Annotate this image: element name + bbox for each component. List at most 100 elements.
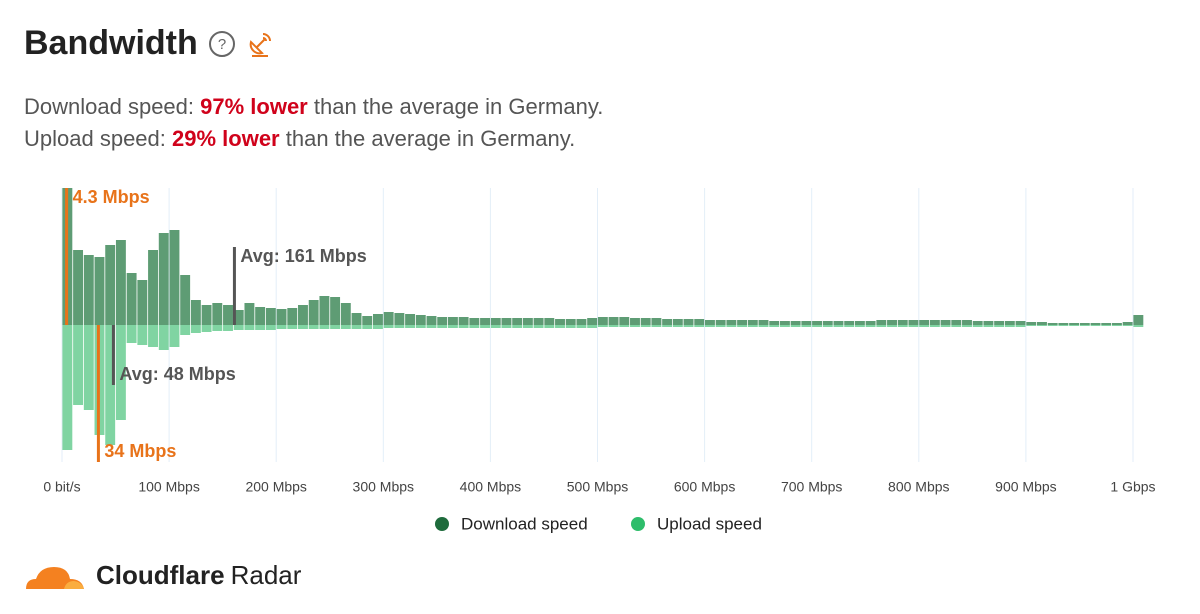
bar [608, 325, 619, 327]
bar [587, 325, 598, 328]
bar [994, 325, 1005, 327]
bar [148, 325, 158, 347]
bar [308, 325, 319, 329]
bar [1058, 325, 1069, 326]
bar [415, 325, 426, 328]
x-tick-label: 600 Mbps [674, 479, 735, 495]
bar [651, 325, 662, 327]
satellite-icon[interactable] [246, 30, 274, 58]
bar [619, 325, 630, 327]
bar [694, 325, 705, 327]
bar [1047, 323, 1058, 325]
bar [1047, 325, 1058, 326]
bar [854, 325, 865, 327]
bar [469, 318, 480, 325]
bar [919, 320, 930, 325]
bar [244, 303, 255, 325]
bar [726, 325, 737, 327]
bar [105, 245, 116, 325]
bar [619, 317, 630, 325]
bar [662, 319, 673, 325]
bar [319, 325, 330, 329]
bar [265, 308, 276, 325]
bar [73, 325, 84, 405]
bar [983, 321, 994, 325]
bar [747, 325, 758, 327]
bar [501, 325, 512, 328]
bar [62, 325, 73, 450]
bar [340, 303, 351, 325]
label: Download speed: [24, 94, 195, 119]
bar [983, 325, 994, 327]
bar [190, 325, 201, 333]
bar [651, 318, 662, 325]
bar [1079, 325, 1090, 326]
bar [576, 319, 587, 325]
bar [394, 313, 405, 325]
bar [715, 325, 726, 327]
bar [940, 325, 951, 327]
bar [372, 314, 383, 325]
bar [158, 325, 169, 350]
bar [383, 325, 394, 328]
bar [1015, 325, 1026, 327]
bar [233, 325, 244, 330]
bar [865, 321, 876, 325]
bar [276, 309, 287, 325]
bar [447, 325, 458, 328]
bar [672, 319, 683, 325]
bar [308, 300, 319, 325]
bar [201, 305, 212, 325]
bar [897, 325, 908, 327]
bar [330, 297, 341, 325]
bar [972, 325, 983, 327]
x-tick-label: 200 Mbps [245, 479, 306, 495]
bar [298, 305, 308, 325]
bar [1133, 315, 1144, 325]
bar [158, 233, 169, 325]
bar [887, 325, 897, 327]
legend-label: Download speed [461, 514, 588, 533]
bar [405, 325, 416, 328]
bar [662, 325, 673, 327]
product: Radar [230, 560, 302, 590]
bar [929, 320, 940, 325]
bar [512, 325, 523, 328]
bar [522, 318, 533, 325]
bar [298, 325, 308, 329]
bar [555, 319, 565, 325]
bar [201, 325, 212, 332]
bar [180, 325, 191, 335]
bar [630, 318, 640, 325]
bar [105, 325, 116, 445]
bar [544, 325, 555, 328]
bar [865, 325, 876, 327]
bar [480, 325, 490, 328]
bar [383, 312, 394, 325]
bar [148, 250, 158, 325]
bar [597, 317, 608, 325]
bar [490, 325, 501, 328]
bar [265, 325, 276, 330]
bar [897, 320, 908, 325]
bar [458, 325, 469, 328]
bar [405, 314, 416, 325]
bar [951, 325, 962, 327]
bar [362, 316, 373, 325]
bar [180, 275, 191, 325]
bar [94, 257, 105, 325]
help-icon[interactable]: ? [208, 30, 236, 58]
bar [705, 320, 715, 325]
x-tick-label: 300 Mbps [353, 479, 414, 495]
bar [115, 240, 126, 325]
bar [779, 325, 790, 327]
bar [447, 317, 458, 325]
bar [1004, 325, 1015, 327]
marker-label: 34 Mbps [104, 441, 176, 461]
x-tick-label: 800 Mbps [888, 479, 949, 495]
bar [672, 325, 683, 327]
bar [115, 325, 126, 420]
bar [705, 325, 715, 327]
bar [908, 320, 919, 325]
x-tick-label: 400 Mbps [460, 479, 521, 495]
